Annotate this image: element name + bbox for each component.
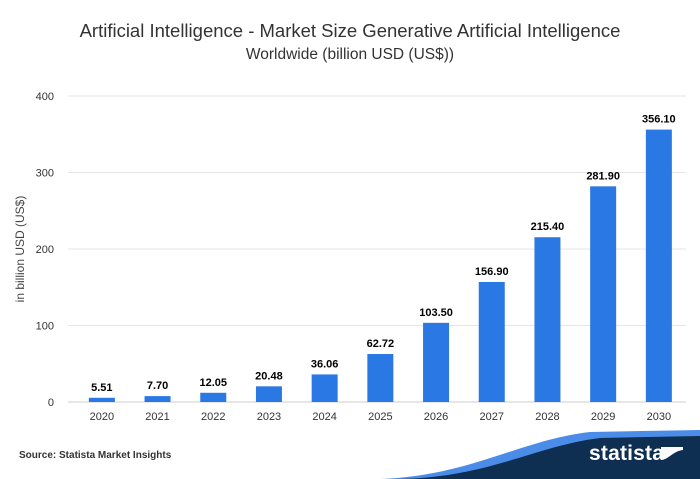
data-label-2020: 5.51 bbox=[91, 382, 112, 394]
x-tick-label: 2029 bbox=[591, 411, 615, 423]
data-label-2024: 36.06 bbox=[311, 358, 339, 370]
bar-2025[interactable] bbox=[367, 354, 394, 402]
data-labels: 5.51 7.70 12.05 20.48 36.06 62.72 103.50 156.90… bbox=[91, 114, 676, 394]
x-tick-label: 2027 bbox=[480, 411, 504, 423]
x-tick-label: 2030 bbox=[647, 411, 671, 423]
y-tick-label: 200 bbox=[36, 244, 54, 256]
data-label-2029: 281.90 bbox=[586, 170, 620, 182]
y-axis-ticks: 0 100 200 300 400 bbox=[36, 91, 54, 409]
bar-2024[interactable] bbox=[311, 374, 338, 402]
bar-2026[interactable] bbox=[423, 322, 450, 402]
bar-2030[interactable] bbox=[645, 129, 672, 402]
y-tick-label: 0 bbox=[48, 397, 54, 409]
data-label-2030: 356.10 bbox=[642, 114, 676, 126]
data-label-2021: 7.70 bbox=[147, 380, 168, 392]
bars bbox=[88, 129, 672, 402]
bar-2028[interactable] bbox=[534, 237, 561, 402]
y-tick-label: 300 bbox=[36, 168, 54, 180]
data-label-2028: 215.40 bbox=[531, 221, 565, 233]
data-label-2025: 62.72 bbox=[367, 338, 395, 350]
x-tick-label: 2024 bbox=[312, 411, 336, 423]
x-axis-ticks: 2020 2021 2022 2023 2024 2025 2026 2027 2028 2029… bbox=[90, 411, 671, 423]
source-note: Source: Statista Market Insights bbox=[19, 450, 172, 461]
data-label-2027: 156.90 bbox=[475, 266, 509, 278]
chart-subtitle: Worldwide (billion USD (US$)) bbox=[245, 46, 455, 63]
bar-2021[interactable] bbox=[144, 396, 171, 402]
y-tick-label: 400 bbox=[36, 91, 54, 103]
bar-2027[interactable] bbox=[478, 281, 505, 402]
chart-title: Artificial Intelligence - Market Size Ge… bbox=[79, 20, 621, 41]
x-tick-label: 2026 bbox=[424, 411, 448, 423]
data-label-2022: 12.05 bbox=[199, 377, 227, 389]
x-tick-label: 2023 bbox=[257, 411, 281, 423]
bar-2022[interactable] bbox=[200, 392, 227, 402]
bar-2029[interactable] bbox=[590, 186, 617, 402]
x-tick-label: 2020 bbox=[90, 411, 114, 423]
statista-logo-icon bbox=[661, 447, 683, 465]
y-tick-label: 100 bbox=[36, 321, 54, 333]
y-axis-label: in billion USD (US$) bbox=[13, 196, 27, 303]
x-tick-label: 2028 bbox=[535, 411, 559, 423]
statista-logo[interactable]: statista bbox=[589, 442, 665, 465]
bar-2023[interactable] bbox=[255, 386, 282, 402]
data-label-2023: 20.48 bbox=[255, 370, 283, 382]
x-tick-label: 2025 bbox=[368, 411, 392, 423]
data-label-2026: 103.50 bbox=[419, 307, 453, 319]
bar-2020[interactable] bbox=[88, 397, 115, 402]
x-tick-label: 2022 bbox=[201, 411, 225, 423]
x-tick-label: 2021 bbox=[145, 411, 169, 423]
